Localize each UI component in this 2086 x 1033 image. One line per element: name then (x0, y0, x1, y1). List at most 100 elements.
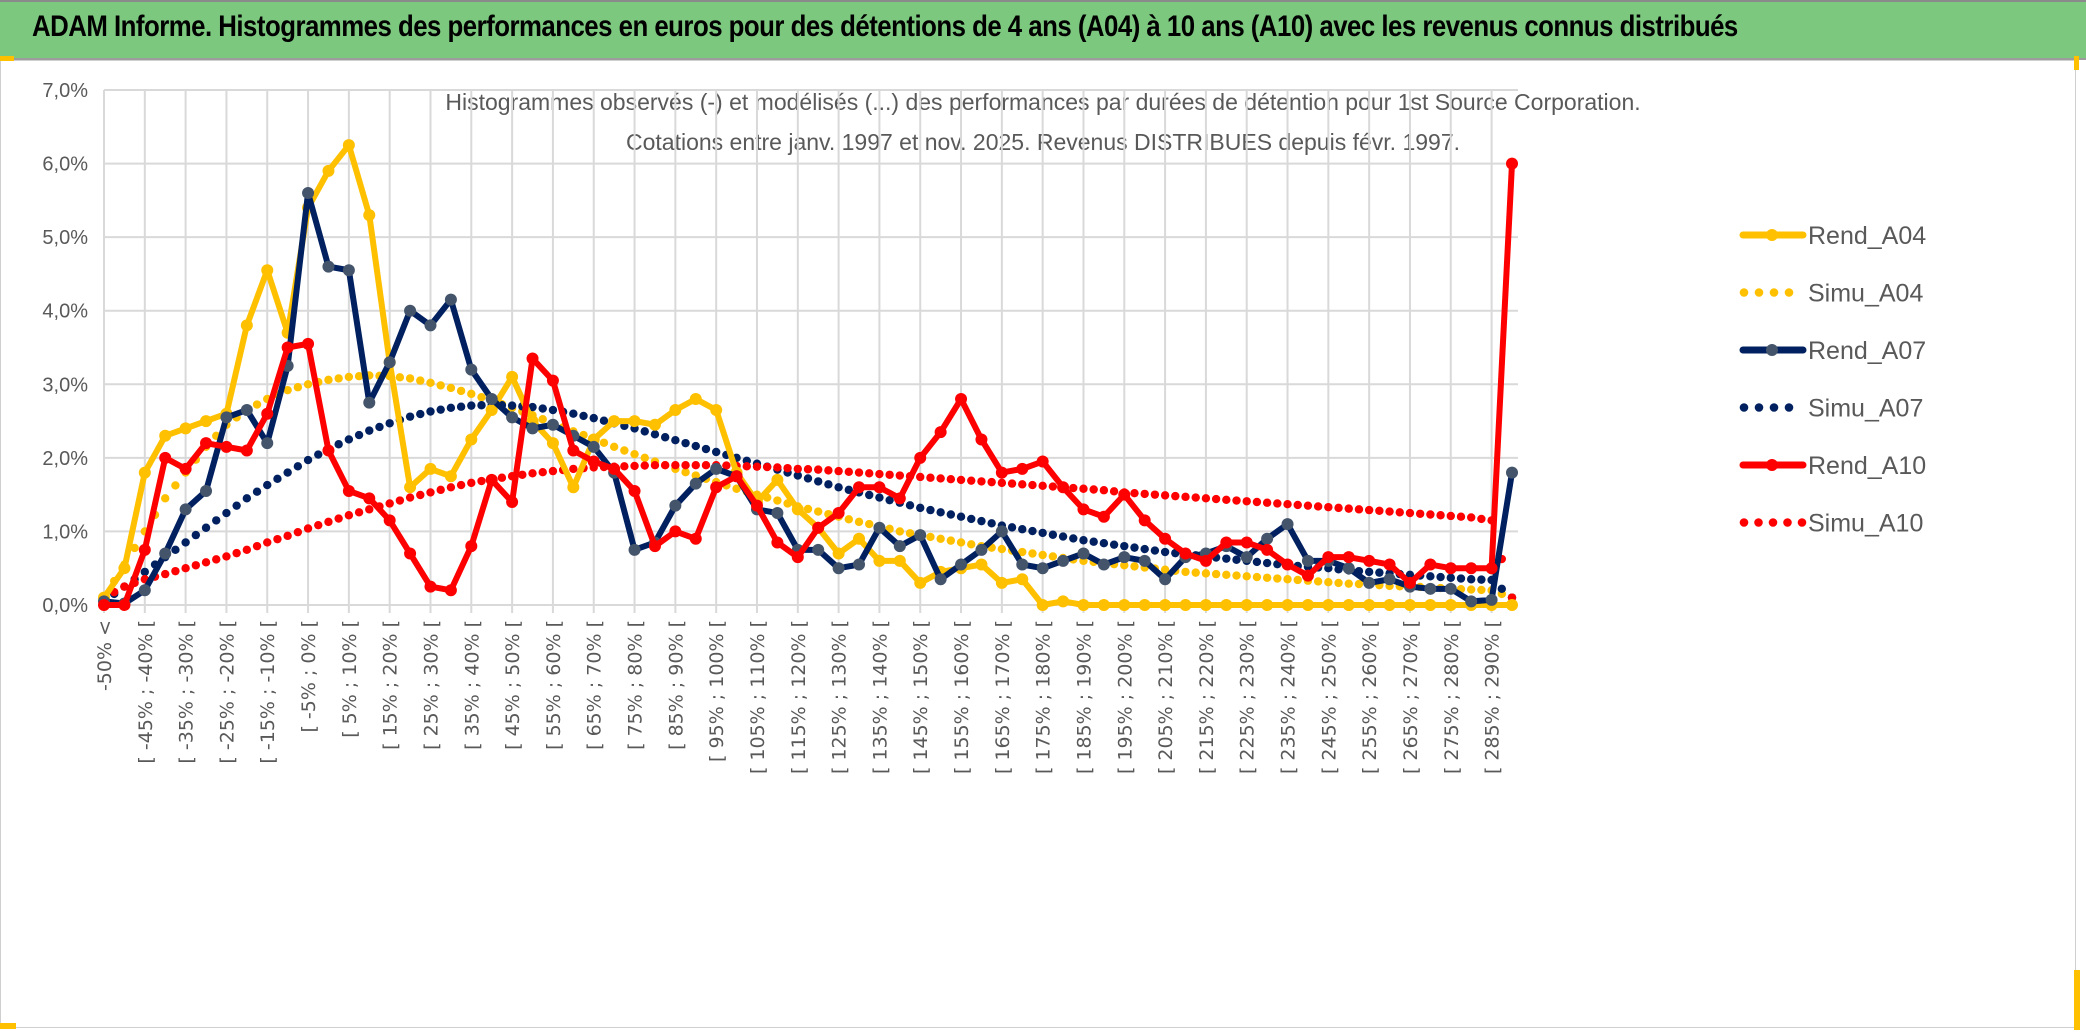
data-point (1118, 599, 1131, 611)
simu-point (1211, 494, 1221, 504)
data-point (1016, 573, 1029, 586)
simu-point (354, 508, 364, 517)
legend-item-rend_a10: Rend_A10 (1739, 452, 1926, 480)
data-point (1077, 599, 1090, 611)
simu-point (865, 490, 874, 500)
simu-point (967, 540, 976, 549)
simu-point (1477, 514, 1486, 524)
simu-point (1160, 547, 1170, 557)
data-point (444, 584, 457, 597)
simu-point (1273, 574, 1282, 583)
legend-swatch-marker (1766, 344, 1778, 356)
simu-point (1171, 491, 1180, 501)
simu-point (477, 401, 486, 410)
data-point (240, 444, 253, 457)
simu-point (865, 469, 874, 478)
simu-point (273, 474, 282, 484)
simu-point (599, 438, 609, 447)
simu-point (283, 385, 292, 395)
simu-point (1375, 568, 1384, 577)
simu-point (130, 543, 139, 553)
data-point (1363, 599, 1376, 611)
data-point (1281, 599, 1294, 611)
simu-point (803, 465, 813, 474)
legend-swatch-dot (1739, 403, 1749, 412)
data-point (1424, 599, 1437, 611)
data-point (322, 164, 335, 177)
simu-point (446, 483, 456, 492)
simu-point (691, 461, 700, 470)
simu-point (1140, 544, 1149, 554)
simu-point (854, 517, 864, 527)
data-point (98, 599, 110, 611)
data-point (669, 499, 682, 512)
gridlines (103, 89, 1518, 613)
simu-point (650, 430, 660, 439)
simu-point (518, 470, 527, 479)
data-point (1322, 599, 1335, 611)
simu-point (997, 478, 1007, 488)
data-point (995, 466, 1008, 479)
y-tick-label: 6,0% (42, 154, 88, 176)
simu-point (1262, 573, 1272, 582)
x-tick-label: [ -15% ; -10% [ (257, 620, 279, 764)
legend-swatch-dot (1769, 288, 1779, 297)
simu-point (1150, 490, 1160, 499)
simu-point (191, 530, 201, 540)
simu-point (293, 383, 303, 392)
simu-point (569, 409, 578, 418)
simu-point (334, 514, 343, 523)
simu-point (905, 501, 915, 510)
legend-swatch-dot (1783, 518, 1792, 527)
simu-point (1222, 570, 1231, 580)
simu-point (1252, 572, 1262, 582)
simu-point (773, 496, 782, 505)
simu-point (1426, 572, 1435, 581)
data-point (893, 492, 906, 505)
y-tick-label: 0,0% (42, 595, 88, 617)
x-tick-label: [ 5% ; 10% [ (339, 620, 361, 738)
x-tick-label: [ 65% ; 70% [ (584, 620, 606, 750)
data-point (179, 422, 192, 435)
data-point (1240, 536, 1253, 549)
x-tick-label: [ 275% ; 280% [ (1441, 620, 1463, 774)
simu-point (1181, 492, 1190, 502)
data-point (200, 415, 213, 428)
simu-point (1201, 494, 1211, 503)
simu-point (1048, 530, 1058, 539)
x-tick-label: [ 35% ; 40% [ (461, 620, 483, 750)
data-point (200, 437, 213, 450)
simu-point (365, 426, 374, 435)
simu-point (1079, 536, 1088, 545)
simu-point (1293, 500, 1302, 510)
y-tick-label: 4,0% (42, 301, 88, 323)
simu-point (854, 468, 864, 477)
simu-point (1058, 532, 1068, 541)
data-point (587, 455, 600, 468)
simu-point (477, 392, 486, 402)
simu-point (1232, 555, 1241, 564)
x-tick-label: [ 105% ; 110% [ (747, 620, 769, 774)
simu-point (1048, 552, 1058, 561)
data-point (628, 415, 641, 428)
data-point (1444, 562, 1457, 575)
x-tick-label: [ 175% ; 180% [ (1033, 620, 1055, 774)
simu-point (548, 466, 558, 476)
simu-point (436, 405, 445, 414)
simu-point (1181, 567, 1190, 577)
data-point (159, 451, 172, 464)
simu-point (681, 461, 690, 470)
data-point (1097, 558, 1110, 571)
simu-point (1283, 575, 1292, 584)
data-point (179, 503, 192, 516)
simu-point (824, 480, 833, 489)
frame-accent-bottom-right (2074, 970, 2080, 1030)
simu-point (1018, 547, 1027, 557)
simu-point (1385, 507, 1394, 516)
data-point (424, 319, 437, 332)
simu-point (956, 475, 966, 485)
data-point (1097, 599, 1110, 611)
legend-item-simu_a04: Simu_A04 (1739, 280, 1923, 308)
data-point (567, 481, 580, 494)
simu-point (1038, 481, 1047, 491)
